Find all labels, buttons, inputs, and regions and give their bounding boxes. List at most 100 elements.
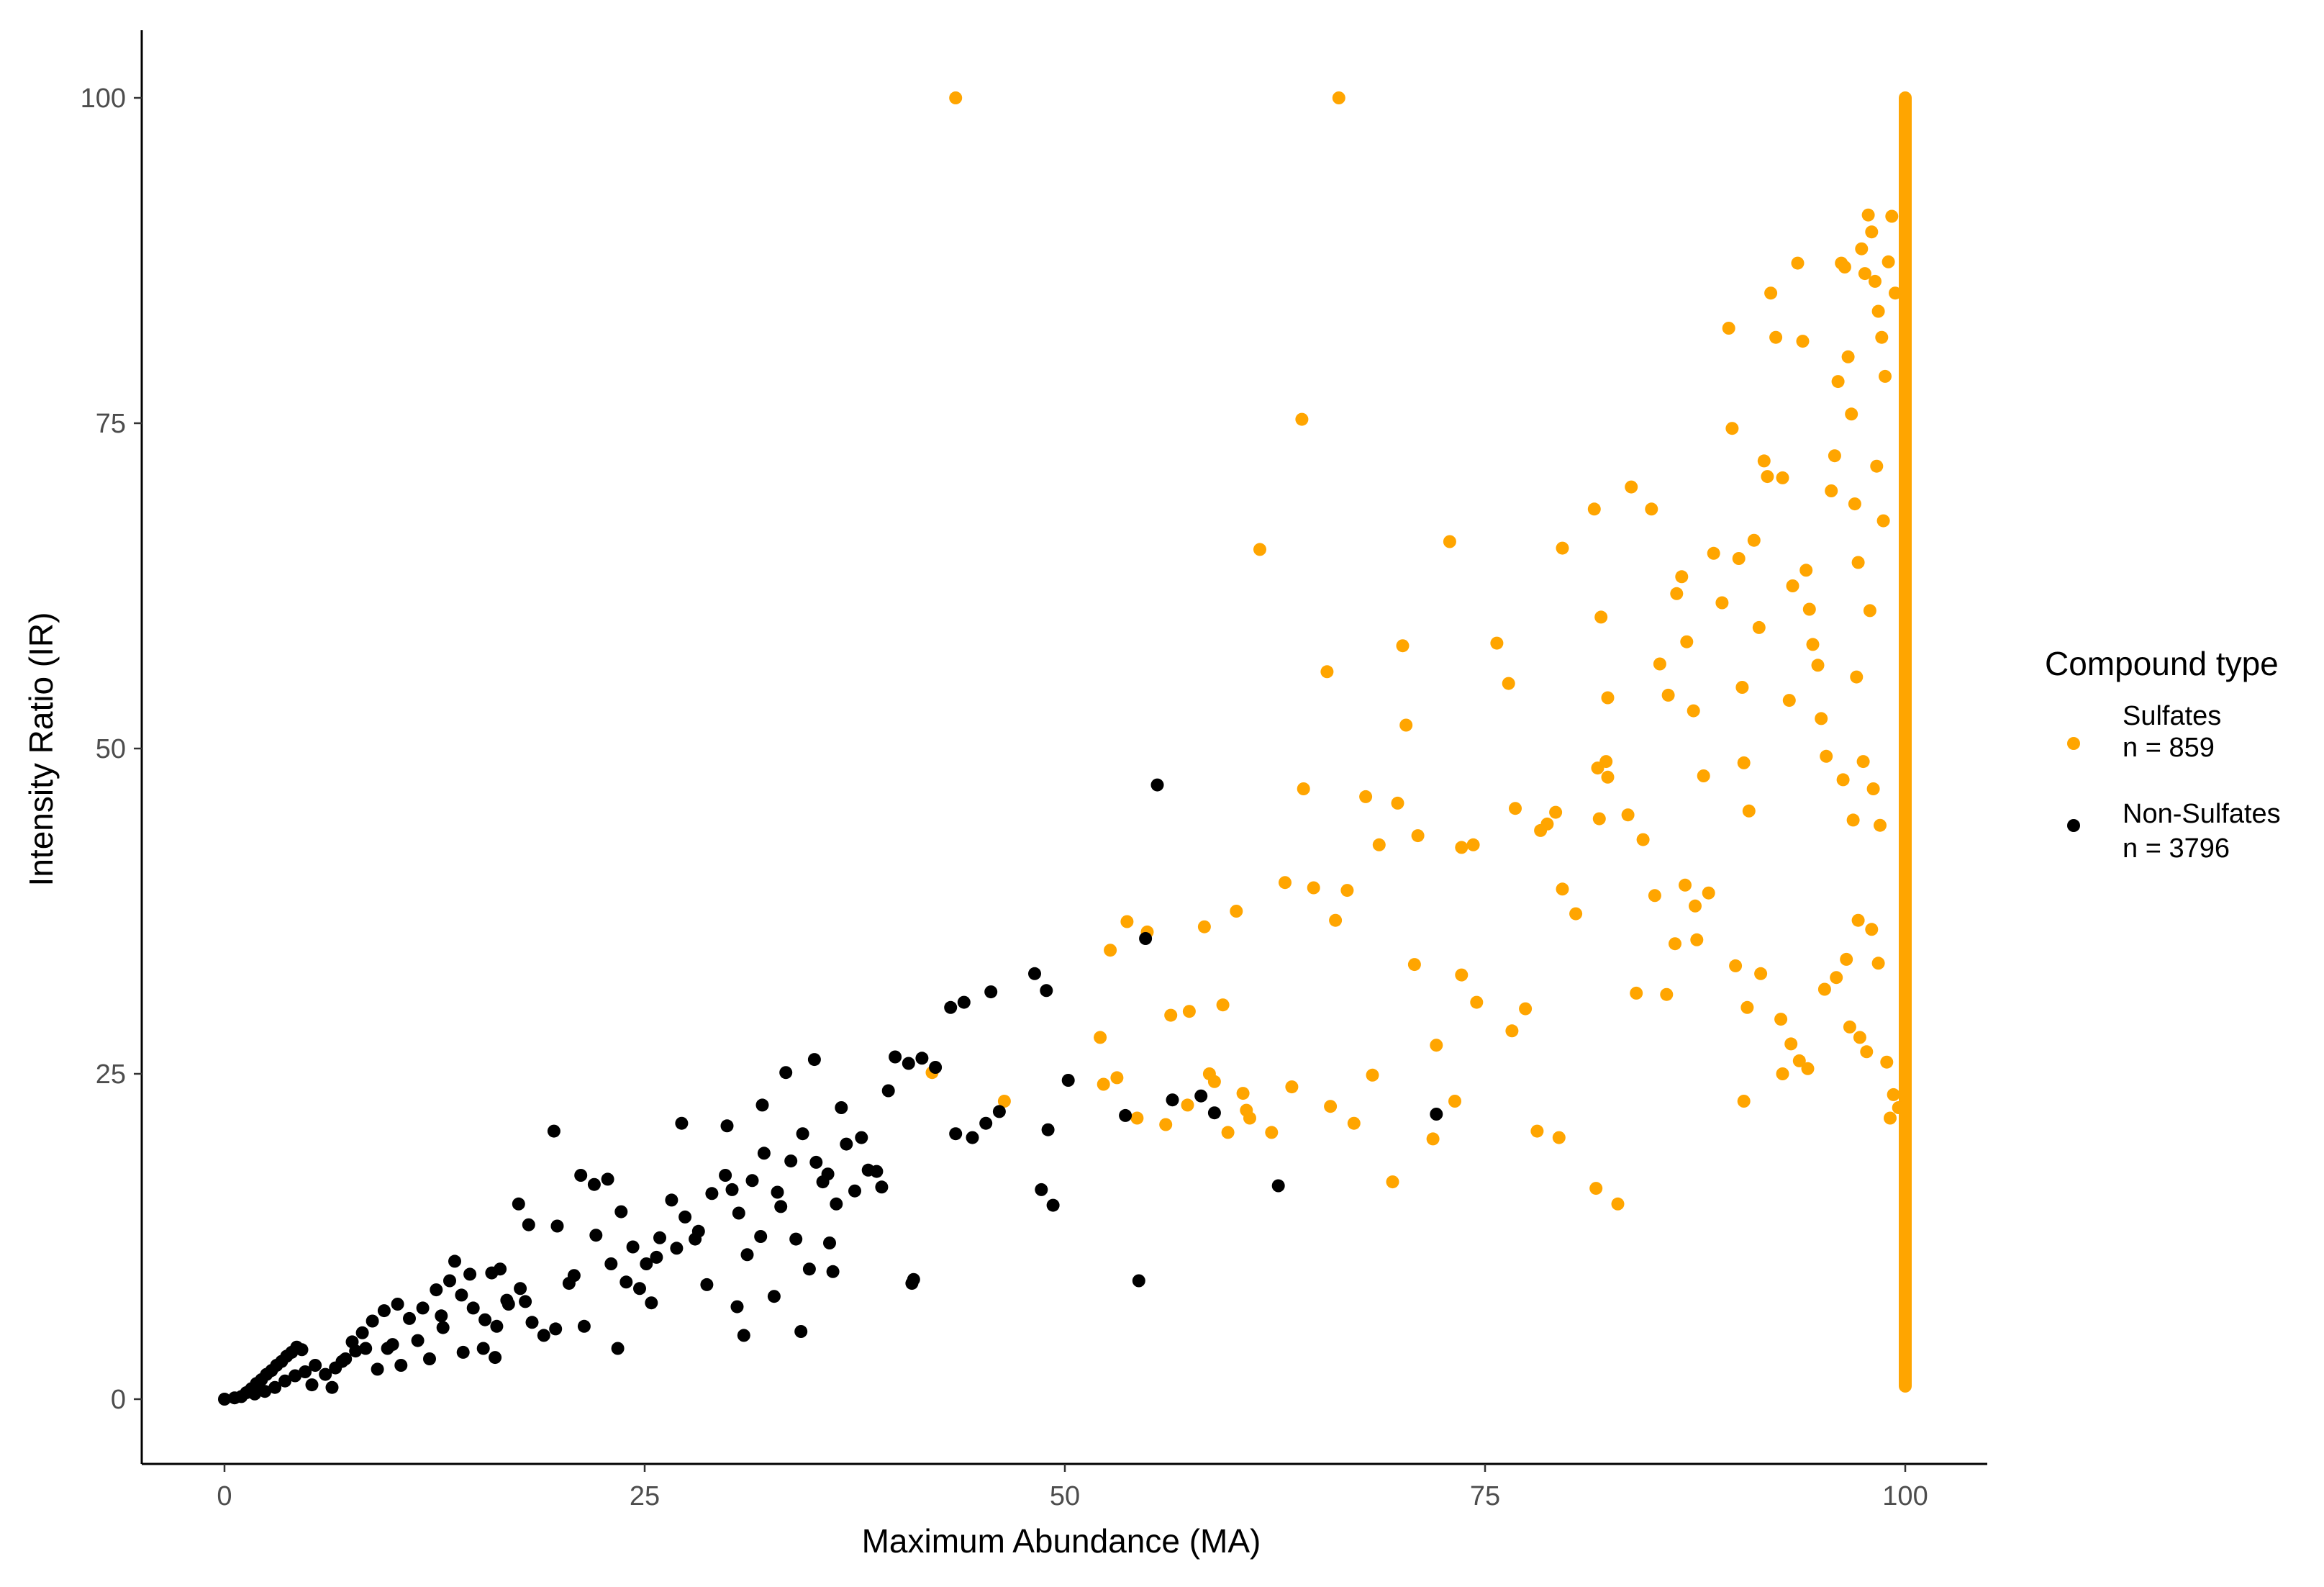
point-sulfates (1853, 1031, 1866, 1044)
point-non-sulfates (423, 1352, 436, 1365)
point-sulfates (1806, 638, 1820, 651)
point-sulfates (1236, 1087, 1250, 1100)
point-sulfates (1740, 1000, 1754, 1014)
point-non-sulfates (771, 1185, 784, 1199)
point-non-sulfates (455, 1288, 468, 1302)
point-non-sulfates (725, 1183, 739, 1196)
point-non-sulfates (855, 1131, 868, 1144)
point-sulfates (1669, 937, 1681, 951)
legend-entry-sulfates: Sulfates n = 859 (2067, 701, 2221, 763)
point-sulfates (1611, 1197, 1625, 1211)
point-sulfates (1372, 838, 1386, 851)
point-sulfates (1455, 968, 1469, 982)
point-sulfates (1680, 635, 1694, 648)
point-non-sulfates (966, 1131, 979, 1144)
point-non-sulfates (929, 1061, 943, 1074)
point-sulfates (1285, 1080, 1299, 1094)
point-non-sulfates (522, 1218, 535, 1231)
point-sulfates (1865, 923, 1879, 936)
point-non-sulfates (826, 1265, 840, 1278)
point-sulfates (1884, 1111, 1897, 1125)
legend-label-sulfates: Sulfates (2123, 701, 2221, 731)
point-sulfates (1825, 484, 1838, 497)
point-sulfates (1430, 1039, 1443, 1052)
legend: Compound type Sulfates n = 859 Non-Sulfa… (2045, 645, 2281, 864)
point-non-sulfates (705, 1187, 719, 1201)
point-non-sulfates (740, 1248, 754, 1262)
point-non-sulfates (678, 1210, 692, 1224)
point-non-sulfates (1028, 967, 1041, 980)
point-sulfates (1599, 755, 1613, 769)
point-non-sulfates (1271, 1179, 1285, 1193)
point-sulfates (1791, 256, 1805, 270)
point-sulfates (1648, 889, 1661, 903)
point-sulfates (1253, 543, 1266, 556)
point-sulfates (1863, 604, 1876, 618)
point-non-sulfates (1132, 1274, 1145, 1288)
point-sulfates (1769, 330, 1783, 344)
point-sulfates (1587, 502, 1601, 516)
point-non-sulfates (755, 1098, 769, 1112)
point-non-sulfates (830, 1197, 843, 1211)
x-tick-label: 75 (1470, 1481, 1500, 1511)
point-sulfates (1216, 998, 1230, 1012)
point-non-sulfates (949, 1127, 963, 1141)
point-non-sulfates (754, 1230, 768, 1243)
y-tick-label: 75 (96, 409, 126, 439)
point-sulfates (1815, 712, 1828, 725)
point-non-sulfates (737, 1329, 750, 1342)
point-non-sulfates (547, 1124, 560, 1138)
point-sulfates (1796, 335, 1810, 348)
point-sulfates (1519, 1002, 1533, 1016)
y-tick-label: 50 (96, 734, 126, 764)
point-sulfates (1860, 1045, 1874, 1059)
point-sulfates (1838, 261, 1851, 273)
point-non-sulfates (840, 1137, 853, 1151)
point-non-sulfates (278, 1374, 292, 1388)
point-non-sulfates (430, 1283, 443, 1297)
point-sulfates (1297, 782, 1310, 795)
legend-title: Compound type (2045, 645, 2279, 682)
point-non-sulfates (416, 1301, 430, 1315)
point-sulfates (1725, 422, 1739, 435)
point-non-sulfates (574, 1169, 588, 1182)
point-non-sulfates (802, 1262, 816, 1276)
point-sulfates (1455, 841, 1469, 854)
point-non-sulfates (1061, 1074, 1075, 1087)
point-sulfates (1097, 1077, 1110, 1091)
point-sulfates (997, 1095, 1011, 1108)
point-non-sulfates (619, 1275, 633, 1289)
point-sulfates (1386, 1175, 1399, 1189)
axes-layer (140, 30, 1987, 1465)
point-sulfates (1786, 579, 1799, 592)
point-non-sulfates (774, 1200, 788, 1213)
point-sulfates (1552, 1131, 1566, 1144)
point-non-sulfates (567, 1269, 581, 1283)
point-non-sulfates (494, 1262, 507, 1276)
point-non-sulfates (500, 1293, 514, 1307)
point-sulfates (1110, 1071, 1124, 1085)
point-non-sulfates (601, 1172, 614, 1186)
point-non-sulfates (645, 1296, 658, 1310)
point-non-sulfates (371, 1362, 384, 1376)
point-sulfates (1202, 1067, 1216, 1080)
point-non-sulfates (448, 1254, 461, 1268)
point-sulfates (1702, 886, 1715, 900)
point-non-sulfates (992, 1105, 1006, 1118)
point-sulfates (1885, 209, 1899, 223)
point-sulfates (1592, 812, 1606, 826)
point-sulfates (1737, 756, 1751, 769)
point-non-sulfates (1035, 1183, 1048, 1196)
point-non-sulfates (309, 1359, 322, 1372)
point-sulfates (1675, 570, 1689, 584)
point-sulfates (1687, 704, 1700, 718)
point-sulfates (1845, 407, 1858, 421)
point-non-sulfates (670, 1242, 684, 1255)
point-sulfates (1880, 1055, 1894, 1069)
point-sulfates (1782, 694, 1796, 707)
point-sulfates (1320, 665, 1334, 679)
point-sulfates (1221, 1126, 1235, 1139)
point-sulfates (1850, 670, 1864, 684)
point-sulfates (1466, 838, 1480, 851)
